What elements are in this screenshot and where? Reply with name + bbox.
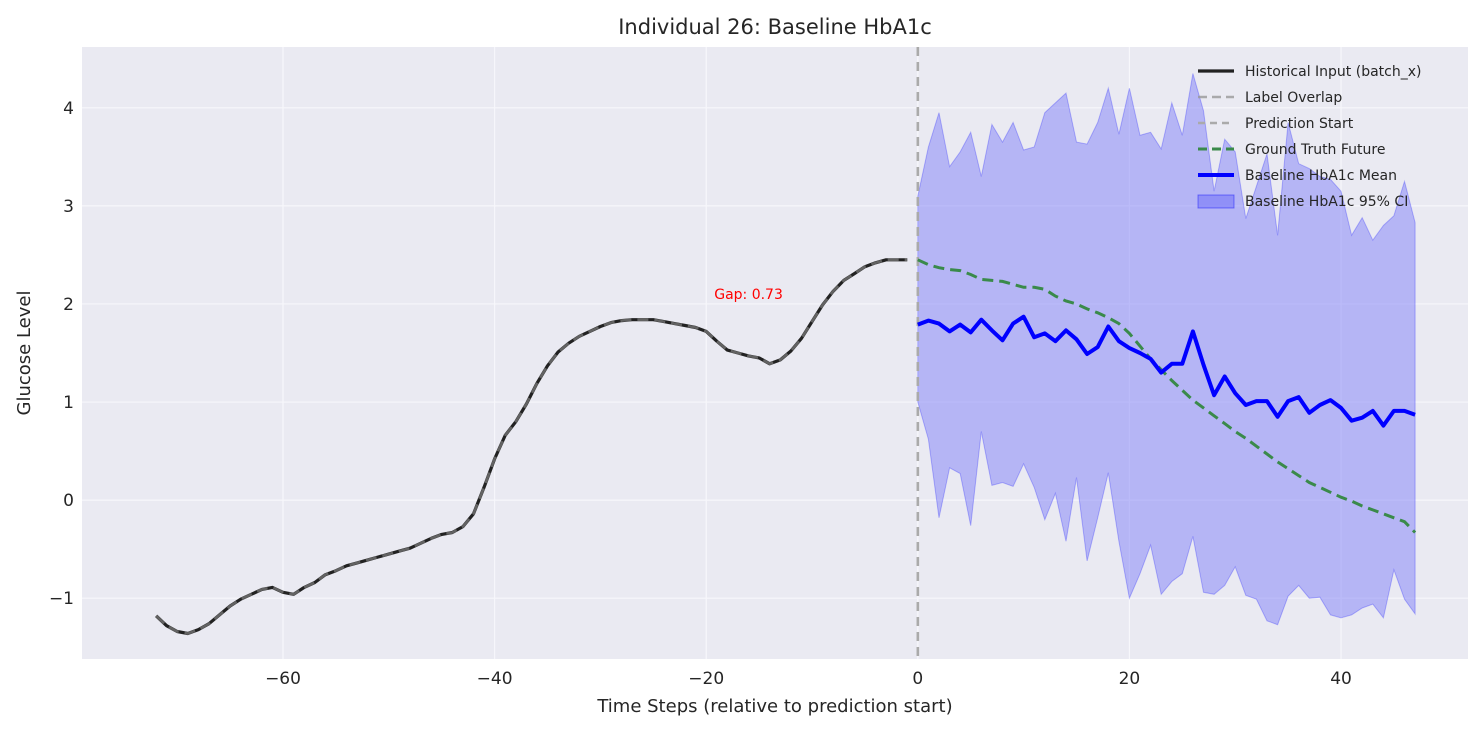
legend-label: Label Overlap — [1245, 90, 1342, 106]
x-tick-label: 40 — [1330, 669, 1352, 689]
legend-label: Ground Truth Future — [1245, 142, 1385, 158]
legend-swatch — [1197, 194, 1235, 209]
legend-label: Baseline HbA1c 95% CI — [1245, 194, 1408, 210]
ground-truth-line — [917, 258, 1417, 534]
label-overlap-line — [155, 258, 908, 635]
tick-labels: −60 −40 −20 0 20 40 −1 0 1 2 3 4 — [49, 99, 1352, 689]
x-axis-label: Time Steps (relative to prediction start… — [596, 696, 952, 717]
x-tick-label: −60 — [265, 669, 301, 689]
y-tick-label: −1 — [49, 589, 74, 609]
y-tick-label: 0 — [63, 491, 74, 511]
legend-label: Prediction Start — [1245, 116, 1354, 132]
y-tick-label: 4 — [63, 99, 74, 119]
mean-line — [917, 314, 1416, 428]
y-tick-label: 1 — [63, 393, 74, 413]
legend-label: Historical Input (batch_x) — [1245, 64, 1421, 80]
legend-label: Baseline HbA1c Mean — [1245, 168, 1397, 184]
y-tick-label: 3 — [63, 197, 74, 217]
x-tick-label: −40 — [477, 669, 513, 689]
x-tick-label: 0 — [912, 669, 923, 689]
ci-layer — [917, 73, 1416, 626]
y-axis-label: Glucose Level — [14, 291, 35, 416]
ci-band — [917, 73, 1416, 626]
y-tick-label: 2 — [63, 295, 74, 315]
x-tick-label: 20 — [1119, 669, 1141, 689]
gap-annotation: Gap: 0.73 — [714, 287, 783, 303]
chart-title: Individual 26: Baseline HbA1c — [618, 15, 932, 39]
x-tick-label: −20 — [688, 669, 724, 689]
series-layer — [155, 47, 1417, 659]
legend: Historical Input (batch_x) Label Overlap P… — [1197, 64, 1421, 210]
